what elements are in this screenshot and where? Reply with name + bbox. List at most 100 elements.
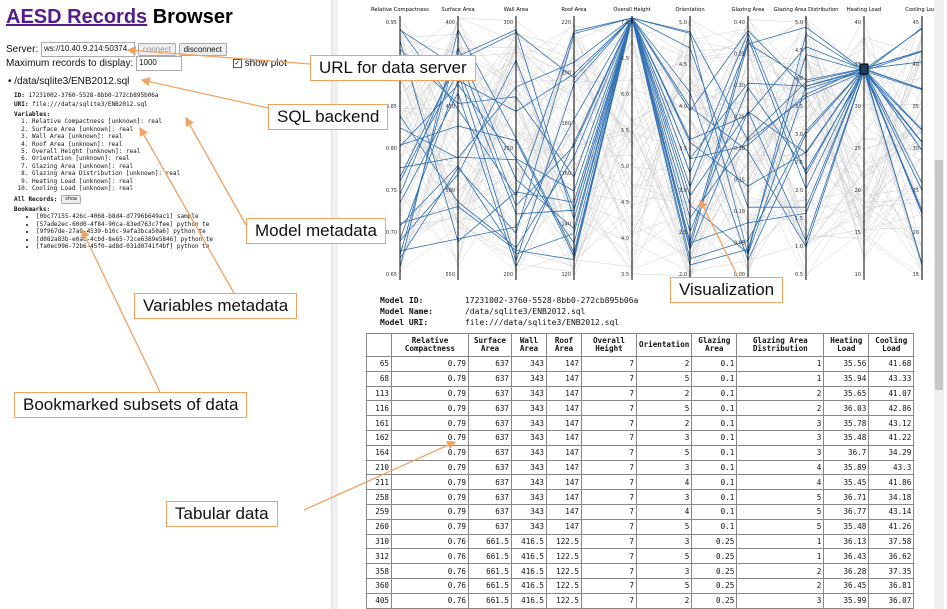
plot-line-selected[interactable] [399,16,923,192]
table-header-cell[interactable]: Orientation [635,333,693,357]
table-row[interactable]: 258 0.79 637 343 147 7 3 0.1 5 36.71 34.18 [366,489,915,505]
table-cell: 5 [635,370,693,387]
title-link[interactable]: AESD Records [6,6,148,28]
table-cell: 3 [635,429,693,446]
plot-axis-label: Orientation [675,7,704,13]
plot-tick-label: 3.0 [795,132,803,138]
plot-line-selected[interactable] [399,16,923,252]
table-cell: 0.79 [391,356,469,372]
maxrec-input[interactable]: 1000 [136,56,183,71]
plot-line-selected[interactable] [399,16,923,264]
table-row[interactable]: 161 0.79 637 343 147 7 2 0.1 3 35.78 43.12 [366,415,915,431]
parallel-coordinates-plot[interactable]: Relative Compactness0.950.900.850.800.75… [362,0,934,288]
plot-tick-label: 6.0 [621,92,629,98]
plot-tick-label: 0.70 [386,230,397,236]
table-cell: 147 [546,356,582,372]
bookmark-item[interactable]: [0bc77155-426c-4068-b8d4-d7796b649ac1] s… [36,213,213,220]
plot-tick-label: 180 [561,121,571,127]
table-row[interactable]: 113 0.79 637 343 147 7 2 0.1 2 35.65 41.07 [366,385,915,402]
model-info: Model ID: 17231002-3760-5528-8bb0-272cb89… [378,294,644,329]
table-cell: 0.25 [691,548,738,565]
bookmark-item[interactable]: [57ade2ec-60d0-4f84-90ca-83ed763c7fee] p… [36,221,213,228]
table-cell: 116 [366,400,392,417]
data-table-wrap[interactable]: Relative Compactness Surface Area Wall Are… [366,333,932,609]
plot-line-selected[interactable] [399,17,923,259]
plot-line-selected[interactable] [399,17,923,263]
table-header-cell[interactable]: Wall Area [511,333,547,357]
model-name-label: Model Name: [380,307,433,316]
plot-tick-label: 3.0 [679,188,687,194]
plot-line-selected[interactable] [399,17,923,242]
plot-line-selected[interactable] [399,16,923,245]
plot-line-selected[interactable] [399,16,923,260]
table-cell: 5 [635,577,693,594]
table-cell: 0.1 [691,459,738,476]
server-url-input[interactable]: ws://10.40.9.214:50374 [41,42,136,57]
table-row[interactable]: 164 0.79 637 343 147 7 5 0.1 3 36.7 34.29 [366,444,915,461]
table-row[interactable]: 68 0.79 637 343 147 7 5 0.1 1 35.94 43.33 [366,370,915,387]
bookmark-item[interactable]: [fa0ec996-72b6-45f0-ad8d-031d0741f4bf] p… [36,243,213,250]
connect-button[interactable]: connect [137,43,176,56]
table-header-cell[interactable] [366,333,392,357]
table-header-cell[interactable]: Glazing Area [691,333,738,357]
table-row[interactable]: 310 0.76 661.5 416.5 122.5 7 3 0.25 1 36.13 37.58 [366,533,915,550]
table-header-cell[interactable]: Surface Area [468,333,512,357]
table-cell: 0.1 [691,356,738,372]
table-cell: 2 [736,577,825,594]
table-cell: 147 [546,459,582,476]
left-scrollbar[interactable] [331,0,338,609]
plot-line-background [399,22,923,253]
variable-item: Cooling Load [unknown]: real [32,185,180,192]
table-row[interactable]: 211 0.79 637 343 147 7 4 0.1 4 35.45 41.86 [366,474,915,491]
show-plot-checkbox[interactable]: ✓ [232,59,242,68]
table-cell: 2 [736,385,825,402]
plot-line-selected[interactable] [399,16,923,242]
plot-line-selected[interactable] [399,16,923,249]
table-row[interactable]: 260 0.79 637 343 147 7 5 0.1 5 35.48 41.26 [366,518,915,535]
table-cell: 637 [468,429,512,446]
plot-line-selected[interactable] [399,17,923,261]
table-cell: 3 [635,563,693,579]
bookmark-item[interactable]: [d082a83b-e0ac-4cbd-8e65-72ce6389e5846] … [36,236,213,243]
plot-line-selected[interactable] [399,17,923,262]
plot-tick-label: 25 [855,146,861,152]
right-scrollbar[interactable] [934,0,944,609]
bookmarks-block: Bookmarks: [0bc77155-426c-4068-b8d4-d779… [14,206,213,250]
table-row[interactable]: 259 0.79 637 343 147 7 4 0.1 5 36.77 43.14 [366,503,915,520]
table-cell: 7 [581,577,637,594]
plot-line-selected[interactable] [399,17,923,248]
plot-axis-label: Glazing Area Distribution [774,7,839,13]
table-header-cell[interactable]: Relative Compactness [391,333,469,357]
table-header-cell[interactable]: Glazing Area Distribution [736,333,825,357]
plot-line-selected[interactable] [399,16,923,255]
axis-brush[interactable] [859,63,869,75]
table-row[interactable]: 312 0.76 661.5 416.5 122.5 7 5 0.25 1 36.43 36.62 [366,548,915,565]
model-path[interactable]: /data/sqlite3/ENB2012.sql [14,76,130,87]
show-records-button[interactable]: show [60,195,82,205]
scrollbar-thumb[interactable] [935,160,943,390]
plot-line-selected[interactable] [399,17,923,221]
table-cell: 43.3 [868,459,915,476]
table-row[interactable]: 360 0.76 661.5 416.5 122.5 7 5 0.25 2 36.45 36.81 [366,577,915,594]
plot-tick-label: 4.0 [621,236,629,242]
table-row[interactable]: 358 0.76 661.5 416.5 122.5 7 3 0.25 2 36.28 37.35 [366,563,915,579]
table-row[interactable]: 116 0.79 637 343 147 7 5 0.1 2 36.03 42.86 [366,400,915,417]
table-row[interactable]: 405 0.76 661.5 416.5 122.5 7 2 0.25 3 35.99 36.07 [366,592,915,609]
bookmark-item[interactable]: [9f967de-27a9-4539-b10c-9afa3bca50a6] py… [36,228,213,235]
plot-line-selected[interactable] [399,16,923,268]
table-header-cell[interactable]: Heating Load [823,333,870,357]
table-row[interactable]: 65 0.79 637 343 147 7 2 0.1 1 35.56 41.68 [366,356,915,372]
table-header-cell[interactable]: Roof Area [546,333,582,357]
table-row[interactable]: 210 0.79 637 343 147 7 3 0.1 4 35.89 43.3 [366,459,915,476]
plot-line-selected[interactable] [399,16,923,269]
table-cell: 343 [511,489,547,505]
table-cell: 0.25 [691,592,738,609]
plot-line-selected[interactable] [399,17,923,187]
disconnect-button[interactable]: disconnect [178,43,227,56]
table-cell: 0.25 [691,563,738,579]
plot-line-selected[interactable] [399,17,923,266]
callout-tabular-data: Tabular data [166,501,278,527]
table-row[interactable]: 162 0.79 637 343 147 7 3 0.1 3 35.48 41.22 [366,429,915,446]
table-header-cell[interactable]: Overall Height [581,333,637,357]
table-header-cell[interactable]: Cooling Load [868,333,915,357]
